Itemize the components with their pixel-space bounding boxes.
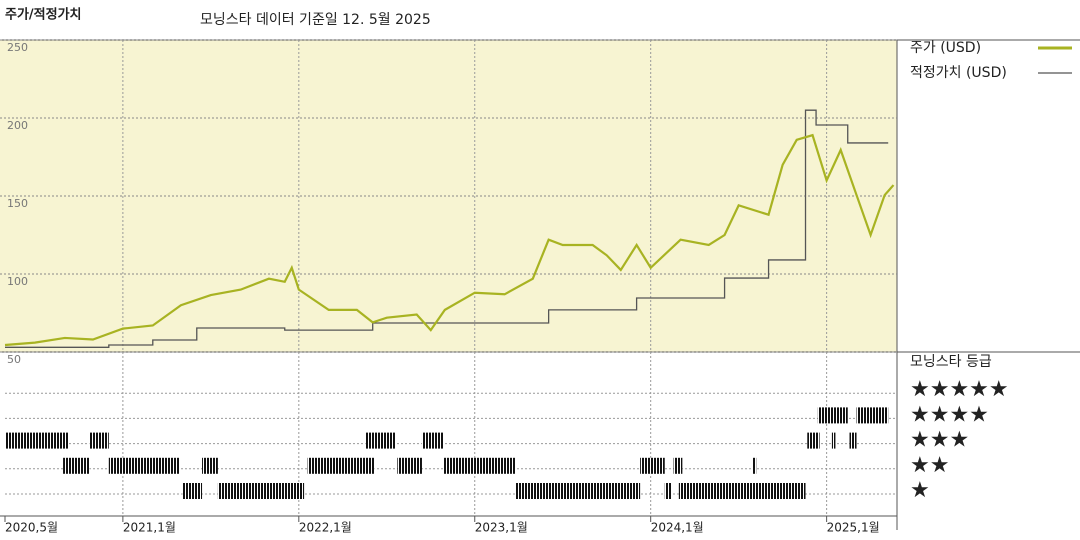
rating-bar — [856, 407, 889, 424]
rating-label: ★★★★ — [910, 402, 989, 427]
x-tick-label: 2020,5월 — [5, 521, 58, 535]
rating-bar — [849, 432, 857, 449]
x-tick-label: 2022,1월 — [299, 521, 352, 535]
rating-bar — [217, 483, 305, 499]
rating-bar — [397, 457, 422, 474]
rating-bar — [5, 432, 69, 449]
rating-label: ★★ — [910, 453, 949, 478]
rating-bar — [678, 483, 806, 499]
chart-subtitle: 모닝스타 데이터 기준일 12. 5월 2025 — [200, 12, 431, 28]
y-tick-label: 50 — [7, 353, 21, 366]
x-tick-label: 2023,1월 — [475, 521, 528, 535]
rating-bar — [108, 457, 180, 474]
series-line — [4, 133, 895, 347]
legend-label: 적정가치 (USD) — [910, 65, 1007, 81]
rating-bar — [664, 483, 672, 499]
chart-title: 주가/적정가치 — [5, 7, 82, 23]
y-tick-label: 150 — [7, 197, 28, 210]
rating-bar — [307, 457, 375, 474]
rating-title: 모닝스타 등급 — [910, 354, 992, 370]
rating-bar — [752, 457, 757, 474]
rating-bar — [807, 432, 820, 449]
y-tick-label: 250 — [7, 41, 28, 54]
rating-bar — [831, 432, 836, 449]
rating-label: ★★★ — [910, 428, 969, 453]
rating-bar — [421, 432, 444, 449]
rating-bar — [89, 432, 109, 449]
rating-bar — [182, 483, 203, 499]
x-tick-label: 2024,1월 — [651, 521, 704, 535]
rating-label: ★★★★★ — [910, 377, 1009, 402]
y-tick-label: 200 — [7, 119, 28, 132]
rating-bar — [673, 457, 683, 474]
legend-label: 주가 (USD) — [910, 40, 981, 56]
rating-bar — [443, 457, 516, 474]
rating-bar — [515, 483, 641, 499]
x-tick-label: 2021,1월 — [123, 521, 176, 535]
rating-bar — [817, 407, 848, 424]
series-line — [5, 109, 889, 348]
rating-bar — [640, 457, 665, 474]
rating-bar — [202, 457, 218, 474]
x-tick-label: 2025,1월 — [827, 521, 880, 535]
rating-bar — [63, 457, 90, 474]
rating-label: ★ — [910, 478, 930, 503]
y-tick-label: 100 — [7, 275, 28, 288]
rating-bar — [365, 432, 396, 449]
